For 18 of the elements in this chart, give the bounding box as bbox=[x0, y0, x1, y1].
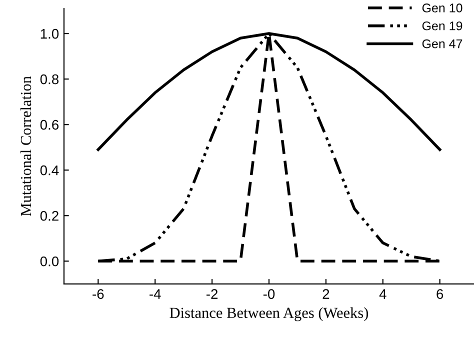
y-tick-label: 0.6 bbox=[40, 120, 59, 130]
y-tick-label: 0.0 bbox=[40, 256, 59, 266]
legend-label: Gen 10 bbox=[422, 4, 462, 12]
y-tick-label: 0.4 bbox=[40, 165, 59, 176]
x-tick-label: 4 bbox=[379, 289, 386, 299]
y-tick-label: 1.0 bbox=[40, 28, 59, 39]
legend-label: Gen 19 bbox=[422, 21, 462, 30]
y-tick-label: 0.2 bbox=[40, 210, 58, 221]
y-axis-title: Mutational Correlation bbox=[20, 76, 32, 216]
x-tick-label: -4 bbox=[150, 289, 161, 299]
x-axis-title: Distance Between Ages (Weeks) bbox=[170, 307, 368, 322]
legend-label: Gen 47 bbox=[422, 39, 462, 48]
x-tick-label: -0 bbox=[263, 289, 275, 299]
x-tick-label: -2 bbox=[206, 289, 218, 299]
x-tick-label: -6 bbox=[92, 289, 104, 299]
y-tick-label: 0.8 bbox=[40, 74, 59, 84]
x-tick-label: 2 bbox=[322, 289, 330, 299]
x-tick-label: 6 bbox=[436, 289, 444, 299]
